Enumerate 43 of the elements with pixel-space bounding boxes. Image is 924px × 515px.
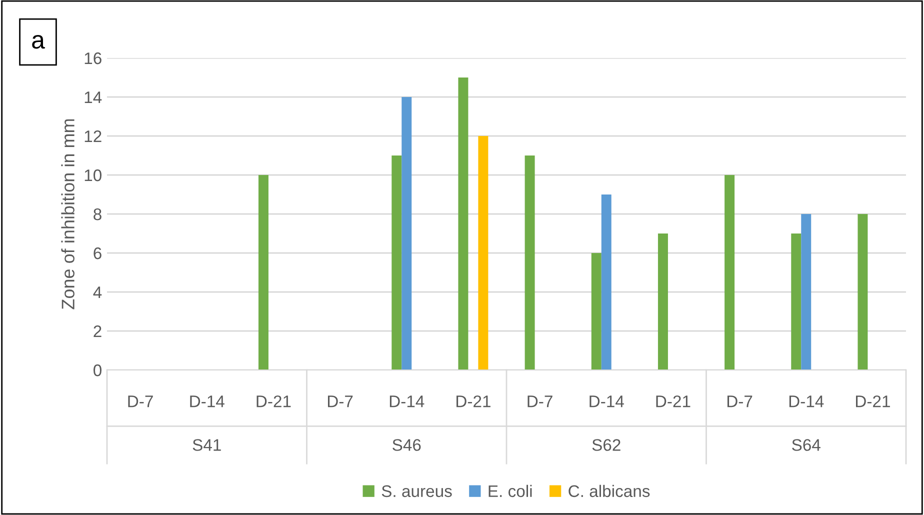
y-tick-label: 12	[84, 130, 102, 142]
y-tick-label: 16	[84, 52, 102, 64]
bar	[458, 78, 468, 370]
y-tick-label: 2	[94, 325, 102, 338]
y-tick-label: 4	[93, 286, 102, 298]
x-tick-label: D-7	[328, 396, 353, 408]
x-tick-label: D-7	[528, 396, 552, 408]
text: a	[32, 35, 45, 49]
text: S64	[792, 439, 820, 451]
text: S62	[592, 439, 620, 451]
bar	[658, 234, 668, 370]
x-tick-label: D-21	[856, 395, 890, 408]
x-tick-label: D-21	[256, 395, 291, 408]
y-tick-label: 8	[94, 208, 102, 220]
legend-label: E. coli	[488, 484, 532, 498]
bar	[858, 214, 868, 370]
bar	[791, 234, 802, 370]
legend-label: C. albicans	[568, 484, 650, 498]
y-tick-label: 14	[84, 92, 102, 104]
bar	[402, 97, 412, 370]
x-tick-label: D-14	[190, 396, 224, 408]
text: S46	[392, 439, 421, 451]
bar	[601, 194, 612, 370]
x-tick-label: D-14	[590, 396, 624, 408]
x-tick-label: D-21	[456, 395, 490, 408]
bar	[801, 214, 812, 370]
x-tick-label: D-14	[390, 396, 424, 408]
bar	[258, 175, 268, 370]
y-tick-label: 10	[84, 169, 102, 182]
legend-label: S. aureus	[382, 485, 452, 498]
y-tick-label: 0	[94, 364, 102, 376]
x-tick-label: D-21	[656, 395, 690, 408]
bar	[524, 156, 535, 370]
x-tick-label: D-14	[789, 396, 824, 408]
bar	[478, 136, 488, 370]
y-axis-title: Zone of inhibition in mm	[61, 119, 74, 310]
x-tick-label: D-7	[727, 396, 752, 408]
y-tick-label: 6	[94, 247, 102, 260]
bar	[724, 175, 735, 370]
bar	[392, 156, 402, 370]
bar	[591, 253, 602, 370]
x-tick-label: D-7	[128, 396, 153, 408]
text: S41	[192, 439, 221, 451]
